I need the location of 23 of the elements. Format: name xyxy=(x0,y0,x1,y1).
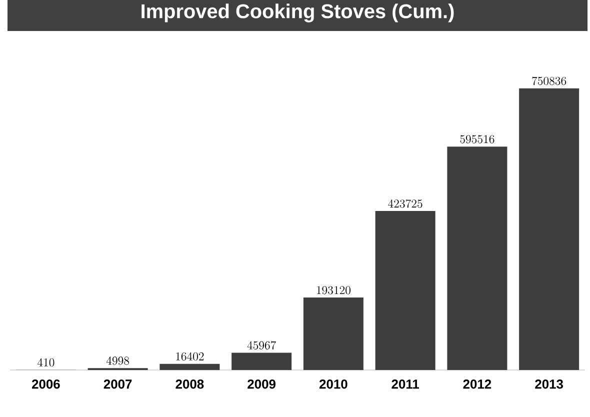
data-label: 193120 xyxy=(316,286,350,294)
data-label: 423725 xyxy=(388,199,422,208)
x-tick-label: 2012 xyxy=(463,380,492,389)
x-tick-label: 2013 xyxy=(535,380,563,389)
data-label: 16402 xyxy=(176,352,204,361)
bar xyxy=(447,146,508,370)
data-label: 595516 xyxy=(460,135,494,144)
chart-title: Improved Cooking Stoves (Cum.) xyxy=(142,4,454,22)
x-tick-label: 2009 xyxy=(248,380,276,389)
data-label: 750836 xyxy=(532,76,566,86)
bar xyxy=(160,364,220,370)
x-tick-label: 2007 xyxy=(104,380,132,389)
x-tick-label: 2006 xyxy=(32,380,60,389)
bar xyxy=(232,352,292,370)
bar xyxy=(519,88,580,370)
data-label: 45967 xyxy=(247,341,276,350)
data-label: 4998 xyxy=(106,356,130,365)
x-tick-label: 2011 xyxy=(392,380,419,389)
data-label: 410 xyxy=(37,358,54,367)
bar xyxy=(303,298,364,370)
x-tick-label: 2010 xyxy=(319,380,348,389)
bar xyxy=(375,211,436,370)
x-tick-label: 2008 xyxy=(176,380,204,389)
